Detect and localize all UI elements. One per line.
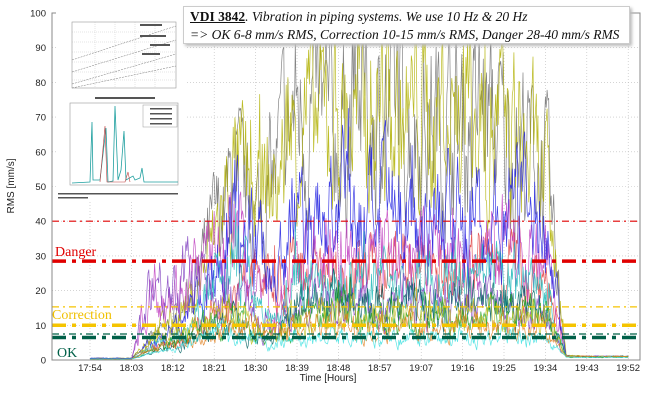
y-tick-label: 90 [35,43,46,54]
y-tick-label: 100 [30,9,46,20]
threshold-lines [52,220,640,340]
title-line-2: => OK 6-8 mm/s RMS, Correction 10-15 mm/… [190,27,620,42]
x-tick-label: 19:25 [492,363,516,374]
x-tick-label: 18:39 [285,363,309,374]
x-tick-labels: 17:54 18:03 18:12 18:21 18:30 18:39 18:48 18:57… [78,363,640,374]
x-tick-label: 19:16 [451,363,475,374]
title-box: VDI 3842. Vibration in piping systems. W… [183,6,630,44]
x-tick-label: 19:43 [575,363,599,374]
y-tick-label: 50 [35,182,46,193]
y-tick-label: 10 [35,321,46,332]
x-tick-label: 18:57 [368,363,392,374]
y-tick-label: 40 [35,217,46,228]
x-tick-label: 17:54 [78,363,102,374]
series-line-purple [89,236,629,360]
title-line-1: . Vibration in piping systems. We use 10… [245,9,528,24]
danger-label: Danger [55,245,97,260]
x-tick-label: 18:48 [327,363,351,374]
x-tick-label: 19:07 [409,363,433,374]
y-tick-labels: 0 10 20 30 40 50 60 70 80 90 100 [30,9,46,367]
ok-label: OK [57,346,77,361]
correction-label: Correction [52,308,112,323]
y-axis-label: RMS [mm/s] [6,158,17,213]
x-axis-label: Time [Hours] [300,373,357,384]
inset-vdi-reference-figure [56,6,186,201]
inset-spectrum-chart [58,102,179,199]
y-tick-label: 0 [41,356,46,367]
title-standard: VDI 3842 [190,9,246,24]
x-tick-label: 18:03 [120,363,144,374]
y-tick-label: 20 [35,286,46,297]
x-tick-label: 19:34 [534,363,558,374]
series-line-olive [89,19,629,359]
y-tick-label: 70 [35,113,46,124]
y-tick-label: 60 [35,147,46,158]
x-tick-label: 18:12 [161,363,185,374]
series-line-red [90,215,629,360]
inset-legend [142,104,178,128]
x-tick-label: 18:30 [244,363,268,374]
y-tick-label: 30 [35,251,46,262]
inset-vdi-limit-chart [71,21,177,99]
series-group [89,19,629,360]
x-tick-label: 18:21 [202,363,226,374]
x-tick-label: 19:52 [616,363,640,374]
y-tick-label: 80 [35,78,46,89]
